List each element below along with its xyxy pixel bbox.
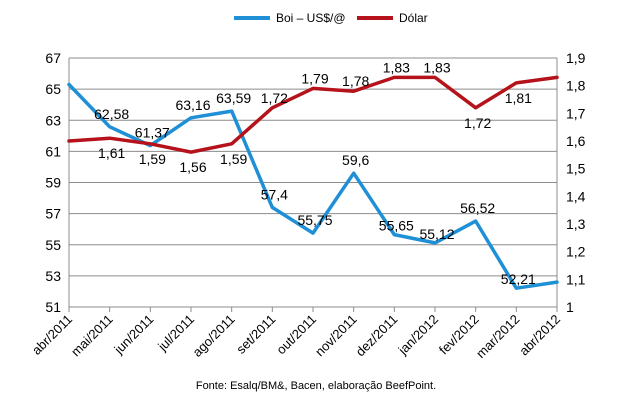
dolar-data-label: 1,79 [301,70,328,86]
x-tick-label: jan/2012 [395,312,442,359]
y-right-tick-label: 1,8 [566,78,586,94]
boi-data-label: 57,4 [261,186,288,202]
dolar-data-label: 1,56 [179,159,206,175]
y-left-tick-label: 55 [45,237,61,253]
dolar-data-label: 1,59 [220,151,247,167]
y-right-tick-label: 1,1 [566,271,586,287]
boi-data-label: 63,59 [216,90,251,106]
x-tick-label: ago/2011 [190,312,238,360]
boi-data-label: 52,21 [501,271,536,287]
boi-data-label: 55,12 [419,226,454,242]
dolar-data-label: 1,83 [383,59,410,75]
source-note: Fonte: Esalq/BM&, Bacen, elaboração Beef… [196,380,436,392]
dolar-series-line [67,75,559,154]
x-tick-label: mai/2011 [68,312,116,360]
y-left-tick-label: 63 [45,112,61,128]
y-right-tick-label: 1,5 [566,161,586,177]
y-left-tick-label: 65 [45,81,61,97]
y-left-tick-label: 51 [45,299,61,315]
y-right-tick-label: 1,7 [566,105,586,121]
boi-data-label: 61,37 [135,125,170,141]
axes: 51 53 55 57 59 61 63 65 67 1 1,1 1,2 1,3 1,4 1,5 1,6 1,7… [29,50,586,361]
dolar-legend-label: Dólar [399,11,428,25]
y-left-tick-label: 57 [45,206,61,222]
dolar-data-label: 1,78 [342,73,369,89]
x-tick-label: jun/2011 [111,312,157,358]
x-tick-label: mar/2012 [473,312,522,361]
dolar-data-label: 1,83 [423,59,450,75]
gridlines [69,57,557,308]
boi-data-label: 55,65 [379,218,414,234]
boi-data-label: 63,16 [175,97,210,113]
boi-series-line [67,82,559,290]
x-tick-label: out/2011 [273,312,319,358]
dolar-data-label: 1,61 [98,145,125,161]
y-right-tick-label: 1 [566,299,574,315]
x-tick-label: set/2011 [233,312,278,357]
y-left-tick-label: 67 [45,50,61,66]
y-right-tick-label: 1,6 [566,133,586,149]
boi-data-label: 59,6 [342,152,369,168]
y-left-tick-label: 61 [45,143,61,159]
y-left-tick-label: 59 [45,175,61,191]
y-right-tick-label: 1,2 [566,244,586,260]
legend: Boi – US$/@ Dólar [234,11,428,25]
x-tick-label: nov/2011 [312,312,360,360]
y-right-tick-label: 1,4 [566,188,586,204]
x-tick-label: abr/2011 [29,312,75,358]
boi-data-label: 62,58 [94,106,129,122]
y-left-tick-label: 53 [45,268,61,284]
boi-legend-label: Boi – US$/@ [276,11,346,25]
series-lines [67,75,559,290]
y-right-tick-label: 1,3 [566,216,586,232]
dolar-data-label: 1,59 [139,151,166,167]
dolar-data-label: 1,72 [464,115,491,131]
y-right-tick-label: 1,9 [566,50,586,66]
boi-data-label: 55,75 [297,212,332,228]
x-tick-label: dez/2011 [353,312,401,360]
x-tick-label: abr/2012 [516,312,563,359]
dolar-data-label: 1,81 [505,90,532,106]
data-labels: 62,58 61,37 63,16 63,59 57,4 55,75 59,6 55,65 55… [94,59,536,287]
boi-data-label: 56,52 [460,200,495,216]
dolar-data-label: 1,72 [261,90,288,106]
